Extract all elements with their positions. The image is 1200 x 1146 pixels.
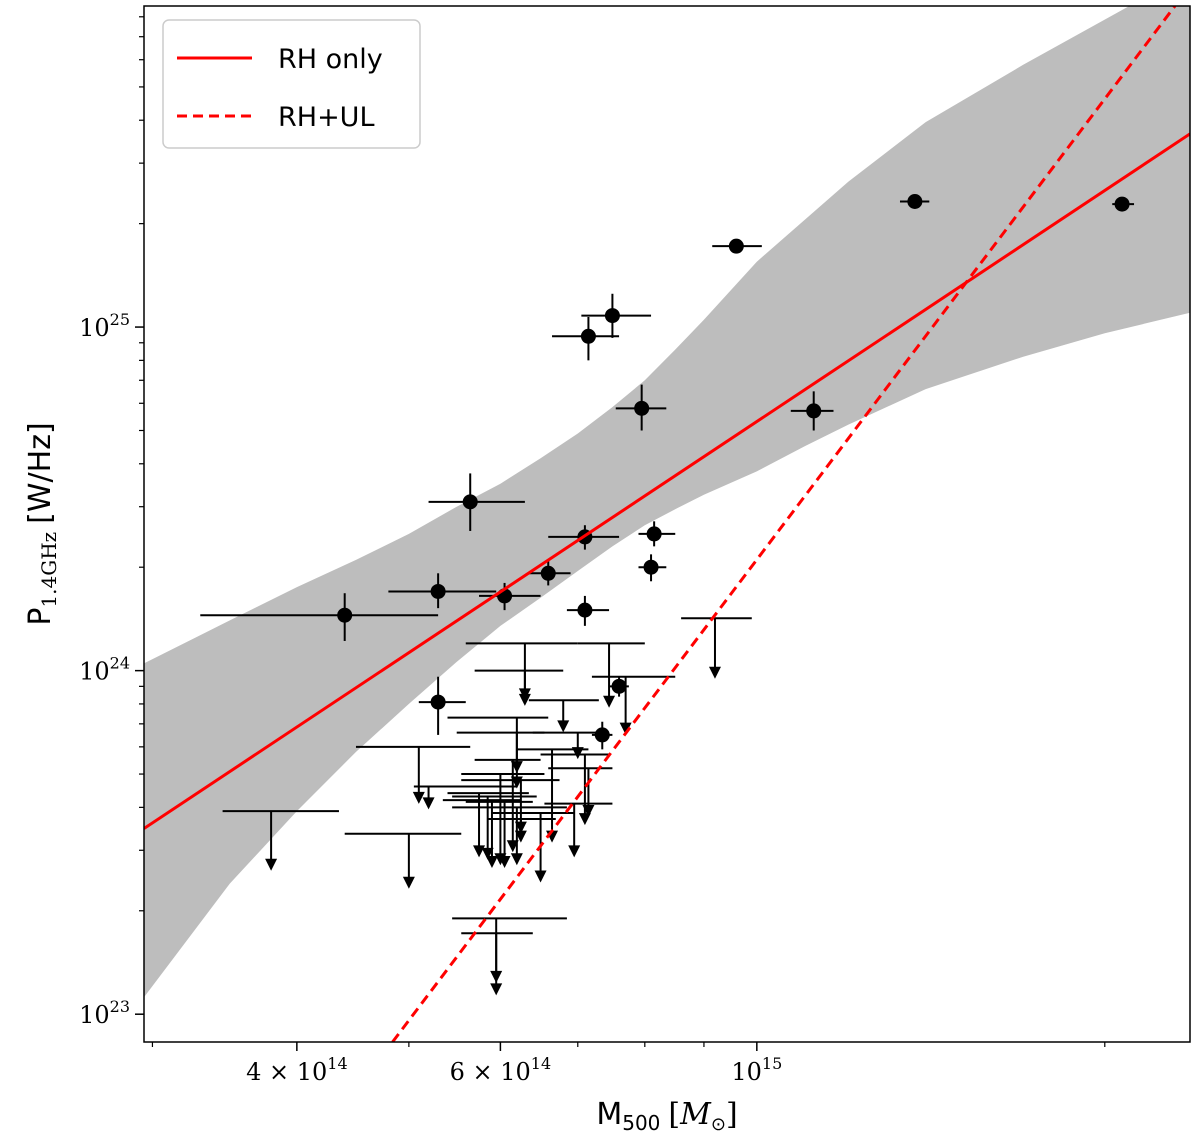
upper-limit-arrowhead <box>619 722 632 735</box>
upper-limit-arrowhead <box>582 805 595 818</box>
y-tick-label-1: 1024 <box>79 654 130 686</box>
detection-point-13 <box>638 554 667 582</box>
upper-limit-0 <box>222 810 339 871</box>
upper-limit-22 <box>544 802 613 858</box>
upper-limit-arrowhead <box>510 853 523 866</box>
upper-limit-2 <box>452 917 567 983</box>
upper-limit-arrowhead <box>534 870 547 883</box>
upper-limit-arrowhead <box>506 840 519 853</box>
upper-limit-arrowhead <box>578 813 591 826</box>
confidence-band-area <box>144 6 1190 998</box>
detection-point-14 <box>638 521 676 547</box>
x-axis-label: M500 [M⊙] <box>596 1097 737 1135</box>
detection-marker <box>337 607 353 623</box>
upper-limit-5 <box>413 785 517 810</box>
fit-lines <box>144 6 1190 1042</box>
x-tick-label-2: 1015 <box>731 1054 782 1086</box>
upper-limit-1 <box>344 832 462 889</box>
detection-marker <box>580 328 596 344</box>
upper-limit-8 <box>442 799 521 868</box>
upper-limit-arrowhead <box>265 858 278 871</box>
axis-ticks: 4 × 1014 6 × 1014 1015 1023 1024 1025 <box>79 16 1106 1086</box>
confidence-band <box>144 6 1190 998</box>
detection-marker <box>634 400 650 416</box>
detection-marker <box>462 494 478 510</box>
detection-point-8 <box>552 316 620 361</box>
upper-limit-arrowhead <box>490 983 503 996</box>
detection-point-2 <box>388 573 497 609</box>
detection-point-9 <box>581 293 652 338</box>
upper-limit-15 <box>447 716 549 774</box>
upper-limit-7 <box>452 795 537 860</box>
detection-point-0 <box>200 593 439 641</box>
detection-marker <box>430 694 446 710</box>
y-tick-label-0: 1023 <box>79 997 130 1029</box>
detection-point-17 <box>899 193 930 209</box>
upper-limit-26 <box>577 642 645 708</box>
detection-point-11 <box>609 676 629 697</box>
upper-limit-3 <box>461 932 533 996</box>
upper-limit-arrowhead <box>510 761 523 774</box>
upper-limit-4 <box>355 745 471 804</box>
x-tick-label-0: 4 × 1014 <box>246 1054 348 1086</box>
detection-marker <box>611 678 627 694</box>
detection-point-7 <box>566 595 610 626</box>
plot-frame <box>143 5 1191 1043</box>
detection-point-1 <box>418 676 466 735</box>
detection-point-10 <box>591 721 613 750</box>
legend-label-rh-ul: RH+UL <box>278 102 375 133</box>
detection-marker <box>540 565 556 581</box>
detection-marker <box>577 602 593 618</box>
detection-marker <box>643 559 659 575</box>
upper-limit-arrowhead <box>568 845 581 858</box>
detection-point-18 <box>1112 196 1135 212</box>
upper-limit-arrowhead <box>485 855 498 868</box>
y-tick-label-2: 1025 <box>79 310 130 342</box>
upper-limit-arrowhead <box>571 747 584 760</box>
upper-limit-23 <box>532 731 603 760</box>
detection-point-12 <box>615 384 667 431</box>
upper-limit-16 <box>461 779 560 834</box>
upper-limit-arrowhead <box>473 845 486 858</box>
detection-point-5 <box>528 559 571 586</box>
upper-limit-arrowhead <box>603 695 616 708</box>
detection-marker <box>430 583 446 599</box>
upper-limit-arrowhead <box>708 666 721 679</box>
upper-limit-arrowhead <box>514 830 527 843</box>
fit-line-rh-only <box>144 132 1190 830</box>
x-tick-label-1: 6 × 1014 <box>450 1054 552 1086</box>
detection-marker <box>1114 196 1130 212</box>
detection-marker <box>604 308 620 324</box>
upper-limit-arrowhead <box>518 688 531 701</box>
upper-limit-11 <box>474 758 541 853</box>
upper-limit-18 <box>465 642 578 701</box>
fit-line-rh-ul <box>391 6 1177 1042</box>
upper-limit-27 <box>591 675 676 735</box>
upper-limit-arrowhead <box>514 821 527 834</box>
upper-limit-arrowhead <box>498 855 511 868</box>
upper-limit-arrowhead <box>481 847 494 860</box>
detection-marker <box>728 238 744 254</box>
data-marks <box>200 193 1135 996</box>
upper-limit-21 <box>528 699 599 733</box>
legend: RH only RH+UL <box>162 19 421 149</box>
upper-limit-arrowhead <box>402 876 415 889</box>
detection-point-3 <box>428 473 525 531</box>
detection-marker <box>806 403 822 419</box>
detection-marker <box>646 526 662 542</box>
legend-label-rh-only: RH only <box>278 44 383 75</box>
detection-marker <box>907 193 923 209</box>
y-axis-label: P1.4GHz[W/Hz] <box>23 422 61 625</box>
detection-point-15 <box>712 238 762 254</box>
upper-limit-arrowhead <box>412 791 425 804</box>
upper-limit-arrowhead <box>422 797 435 810</box>
detection-marker <box>594 727 610 743</box>
upper-limit-25 <box>548 767 613 818</box>
upper-limit-28 <box>681 617 752 679</box>
detection-point-16 <box>790 391 834 431</box>
upper-limit-arrowhead <box>557 720 570 733</box>
